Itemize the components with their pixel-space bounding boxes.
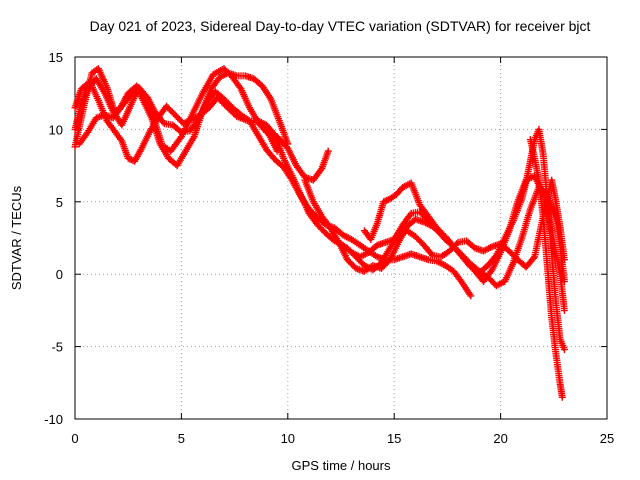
data-point [558,393,566,401]
series-track-6 [301,172,568,314]
y-axis-label: SDTVAR / TECUs [9,185,24,290]
x-tick-label: 15 [387,431,401,446]
series-track-4 [75,88,475,300]
data-point [560,277,568,285]
data-point [383,196,391,204]
x-tick-label: 0 [71,431,78,446]
data-point [324,147,332,155]
x-tick-label: 20 [493,431,507,446]
chart-title: Day 021 of 2023, Sidereal Day-to-day VTE… [90,18,591,34]
x-axis: 0 5 10 15 20 25 [71,57,614,446]
data-points [71,65,568,401]
data-point [529,254,537,262]
data-point [284,140,292,148]
y-tick-label: -5 [51,340,63,355]
data-point [560,345,568,353]
y-tick-label: 0 [56,267,63,282]
data-point [176,134,184,142]
data-point [266,93,274,101]
data-point [467,292,475,300]
data-point [466,290,474,298]
x-tick-label: 5 [178,431,185,446]
y-axis: -10 -5 0 5 10 15 [44,50,607,427]
x-tick-label: 10 [281,431,295,446]
y-tick-label: -10 [44,412,63,427]
y-tick-label: 5 [56,195,63,210]
data-point [124,154,132,162]
series-track-9 [526,136,566,401]
data-point [380,198,388,206]
y-tick-label: 15 [49,50,63,65]
data-point [560,306,568,314]
y-tick-label: 10 [49,122,63,137]
data-point [381,197,389,205]
series-track-8 [360,179,568,290]
plot-frame [74,56,608,420]
x-tick-label: 25 [600,431,614,446]
x-axis-label: GPS time / hours [292,458,391,473]
